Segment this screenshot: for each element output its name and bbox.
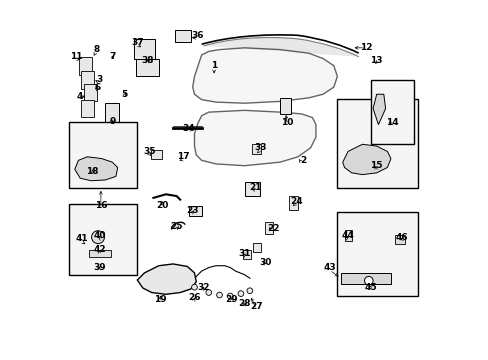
Bar <box>336 99 417 188</box>
Text: 1: 1 <box>211 61 217 70</box>
Text: 16: 16 <box>95 201 108 210</box>
Circle shape <box>364 276 372 285</box>
Text: 44: 44 <box>341 231 354 240</box>
PathPatch shape <box>203 37 358 57</box>
Text: 39: 39 <box>93 263 106 272</box>
Text: 14: 14 <box>386 118 398 127</box>
Bar <box>81 71 94 89</box>
Text: 13: 13 <box>370 56 382 65</box>
Text: 35: 35 <box>143 147 156 156</box>
Text: 11: 11 <box>70 52 82 61</box>
Bar <box>370 80 413 144</box>
Text: 41: 41 <box>76 234 88 243</box>
Text: 12: 12 <box>359 43 371 52</box>
Circle shape <box>91 231 104 244</box>
Text: 45: 45 <box>364 283 377 292</box>
Text: 2: 2 <box>300 156 306 165</box>
Text: 24: 24 <box>289 197 302 206</box>
Bar <box>264 222 272 234</box>
Text: 32: 32 <box>197 283 209 292</box>
Bar <box>340 273 390 284</box>
Text: 40: 40 <box>93 231 106 240</box>
Bar <box>81 100 94 117</box>
Bar <box>69 122 137 188</box>
PathPatch shape <box>194 111 315 166</box>
Bar <box>69 204 137 275</box>
PathPatch shape <box>192 48 337 103</box>
Text: 30: 30 <box>259 258 271 267</box>
Text: 29: 29 <box>225 295 238 304</box>
PathPatch shape <box>342 144 390 175</box>
Text: 34: 34 <box>183 124 195 133</box>
Bar <box>253 243 261 252</box>
Circle shape <box>246 288 252 294</box>
Circle shape <box>191 284 197 290</box>
Bar <box>135 59 159 76</box>
Text: 36: 36 <box>191 31 204 40</box>
Text: 28: 28 <box>238 299 250 308</box>
Text: 37: 37 <box>131 38 143 47</box>
Text: 43: 43 <box>323 263 336 272</box>
Text: 25: 25 <box>170 222 183 231</box>
Text: 31: 31 <box>238 249 250 258</box>
Text: 18: 18 <box>86 167 99 176</box>
Bar <box>288 196 298 210</box>
PathPatch shape <box>75 157 118 181</box>
Text: 42: 42 <box>93 245 106 254</box>
PathPatch shape <box>137 264 196 294</box>
Bar <box>175 30 190 42</box>
Circle shape <box>205 290 211 296</box>
Bar <box>189 206 201 216</box>
Text: 22: 22 <box>266 224 279 233</box>
Bar <box>79 57 92 75</box>
Text: 33: 33 <box>254 143 266 152</box>
Text: 10: 10 <box>281 118 293 127</box>
Text: 27: 27 <box>250 302 263 311</box>
Text: 23: 23 <box>186 206 199 215</box>
Bar <box>251 144 260 154</box>
Text: 17: 17 <box>177 152 190 161</box>
Text: 26: 26 <box>188 293 201 302</box>
PathPatch shape <box>372 94 385 125</box>
Bar <box>151 150 162 159</box>
Text: 8: 8 <box>93 45 99 54</box>
Text: 20: 20 <box>156 201 168 210</box>
Bar <box>244 182 259 196</box>
Text: 6: 6 <box>95 83 101 92</box>
Bar <box>336 212 417 296</box>
Bar <box>242 250 250 259</box>
Circle shape <box>216 292 222 298</box>
Text: 3: 3 <box>97 76 103 85</box>
Text: 19: 19 <box>154 295 166 304</box>
Text: 21: 21 <box>248 183 261 192</box>
Circle shape <box>238 291 244 296</box>
Bar <box>394 235 405 244</box>
Bar <box>280 98 290 114</box>
Text: 38: 38 <box>142 56 154 65</box>
Bar <box>134 39 155 59</box>
Text: 7: 7 <box>109 52 115 61</box>
Bar <box>105 103 119 132</box>
Text: 9: 9 <box>109 117 115 126</box>
Text: 46: 46 <box>395 233 407 242</box>
Text: 15: 15 <box>370 161 382 170</box>
Circle shape <box>227 293 233 299</box>
Text: 5: 5 <box>122 90 128 99</box>
Text: 4: 4 <box>77 91 83 100</box>
Bar <box>89 249 110 257</box>
Bar <box>345 230 352 241</box>
Bar <box>84 84 97 102</box>
